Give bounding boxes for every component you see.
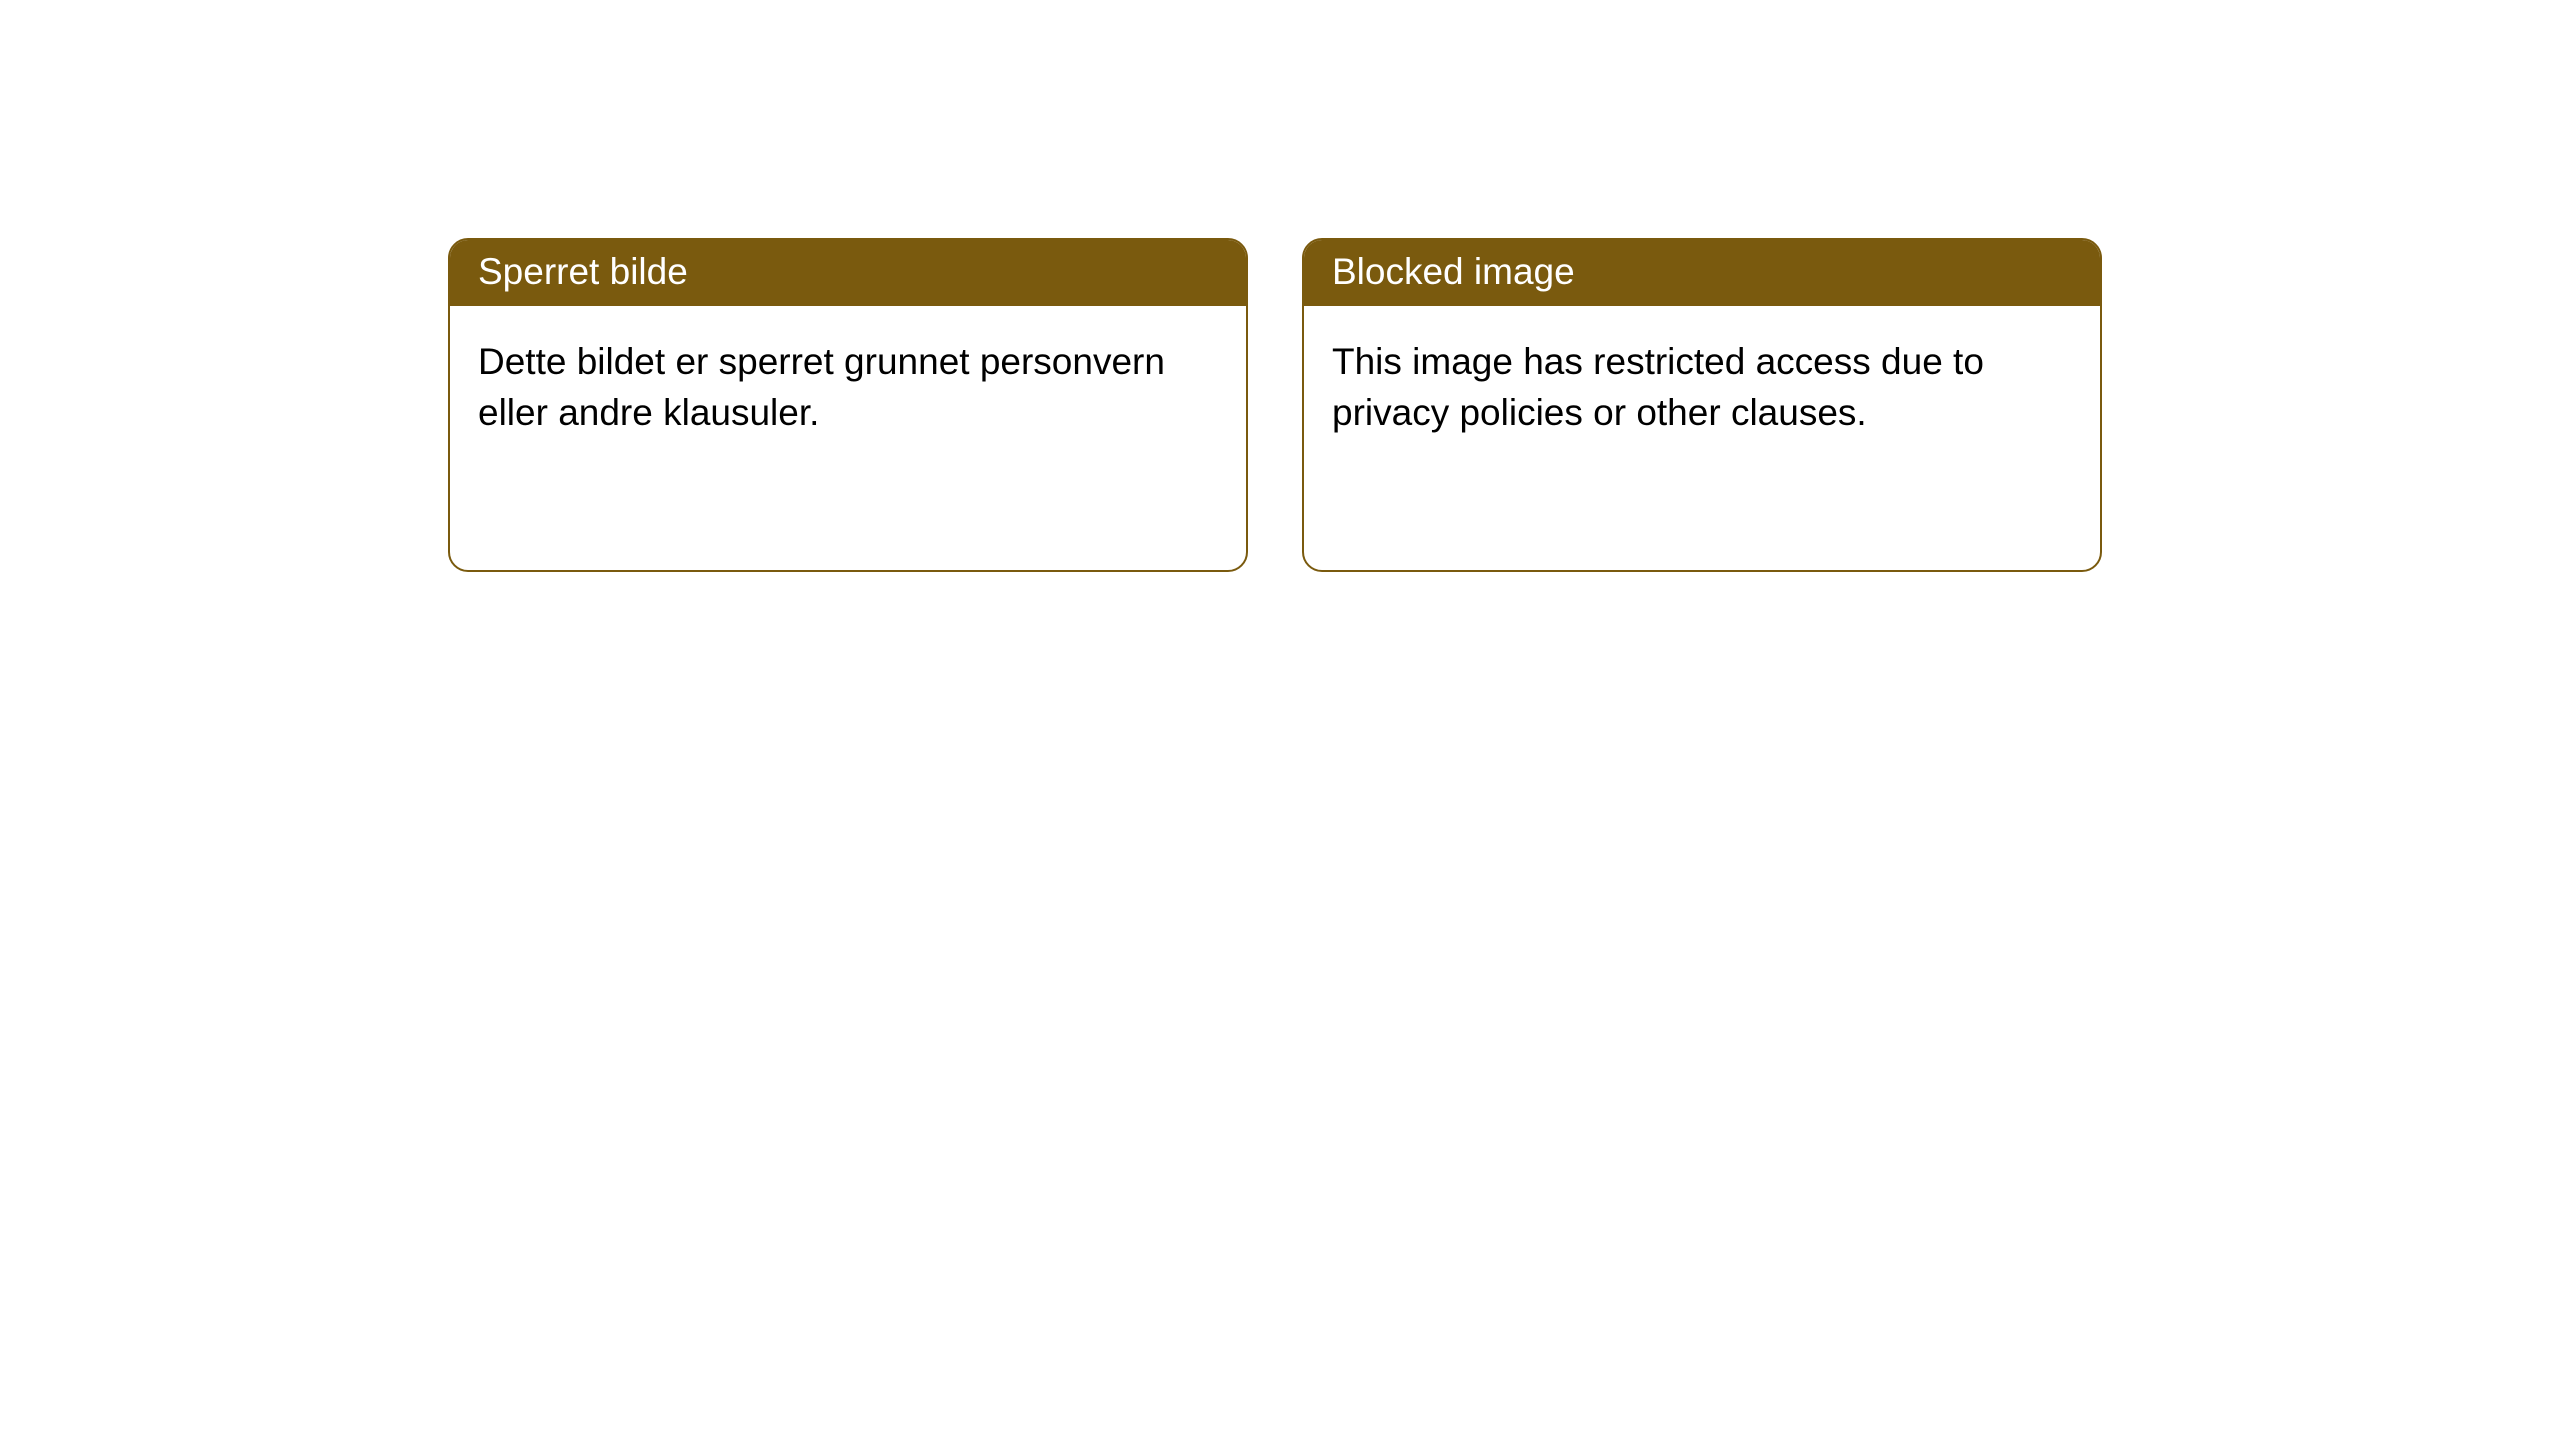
blocked-image-card-english: Blocked image This image has restricted … <box>1302 238 2102 572</box>
card-body-text: This image has restricted access due to … <box>1304 306 2100 468</box>
blocked-image-card-norwegian: Sperret bilde Dette bildet er sperret gr… <box>448 238 1248 572</box>
notice-container: Sperret bilde Dette bildet er sperret gr… <box>0 0 2560 572</box>
card-body-text: Dette bildet er sperret grunnet personve… <box>450 306 1246 468</box>
card-title: Blocked image <box>1304 240 2100 306</box>
card-title: Sperret bilde <box>450 240 1246 306</box>
